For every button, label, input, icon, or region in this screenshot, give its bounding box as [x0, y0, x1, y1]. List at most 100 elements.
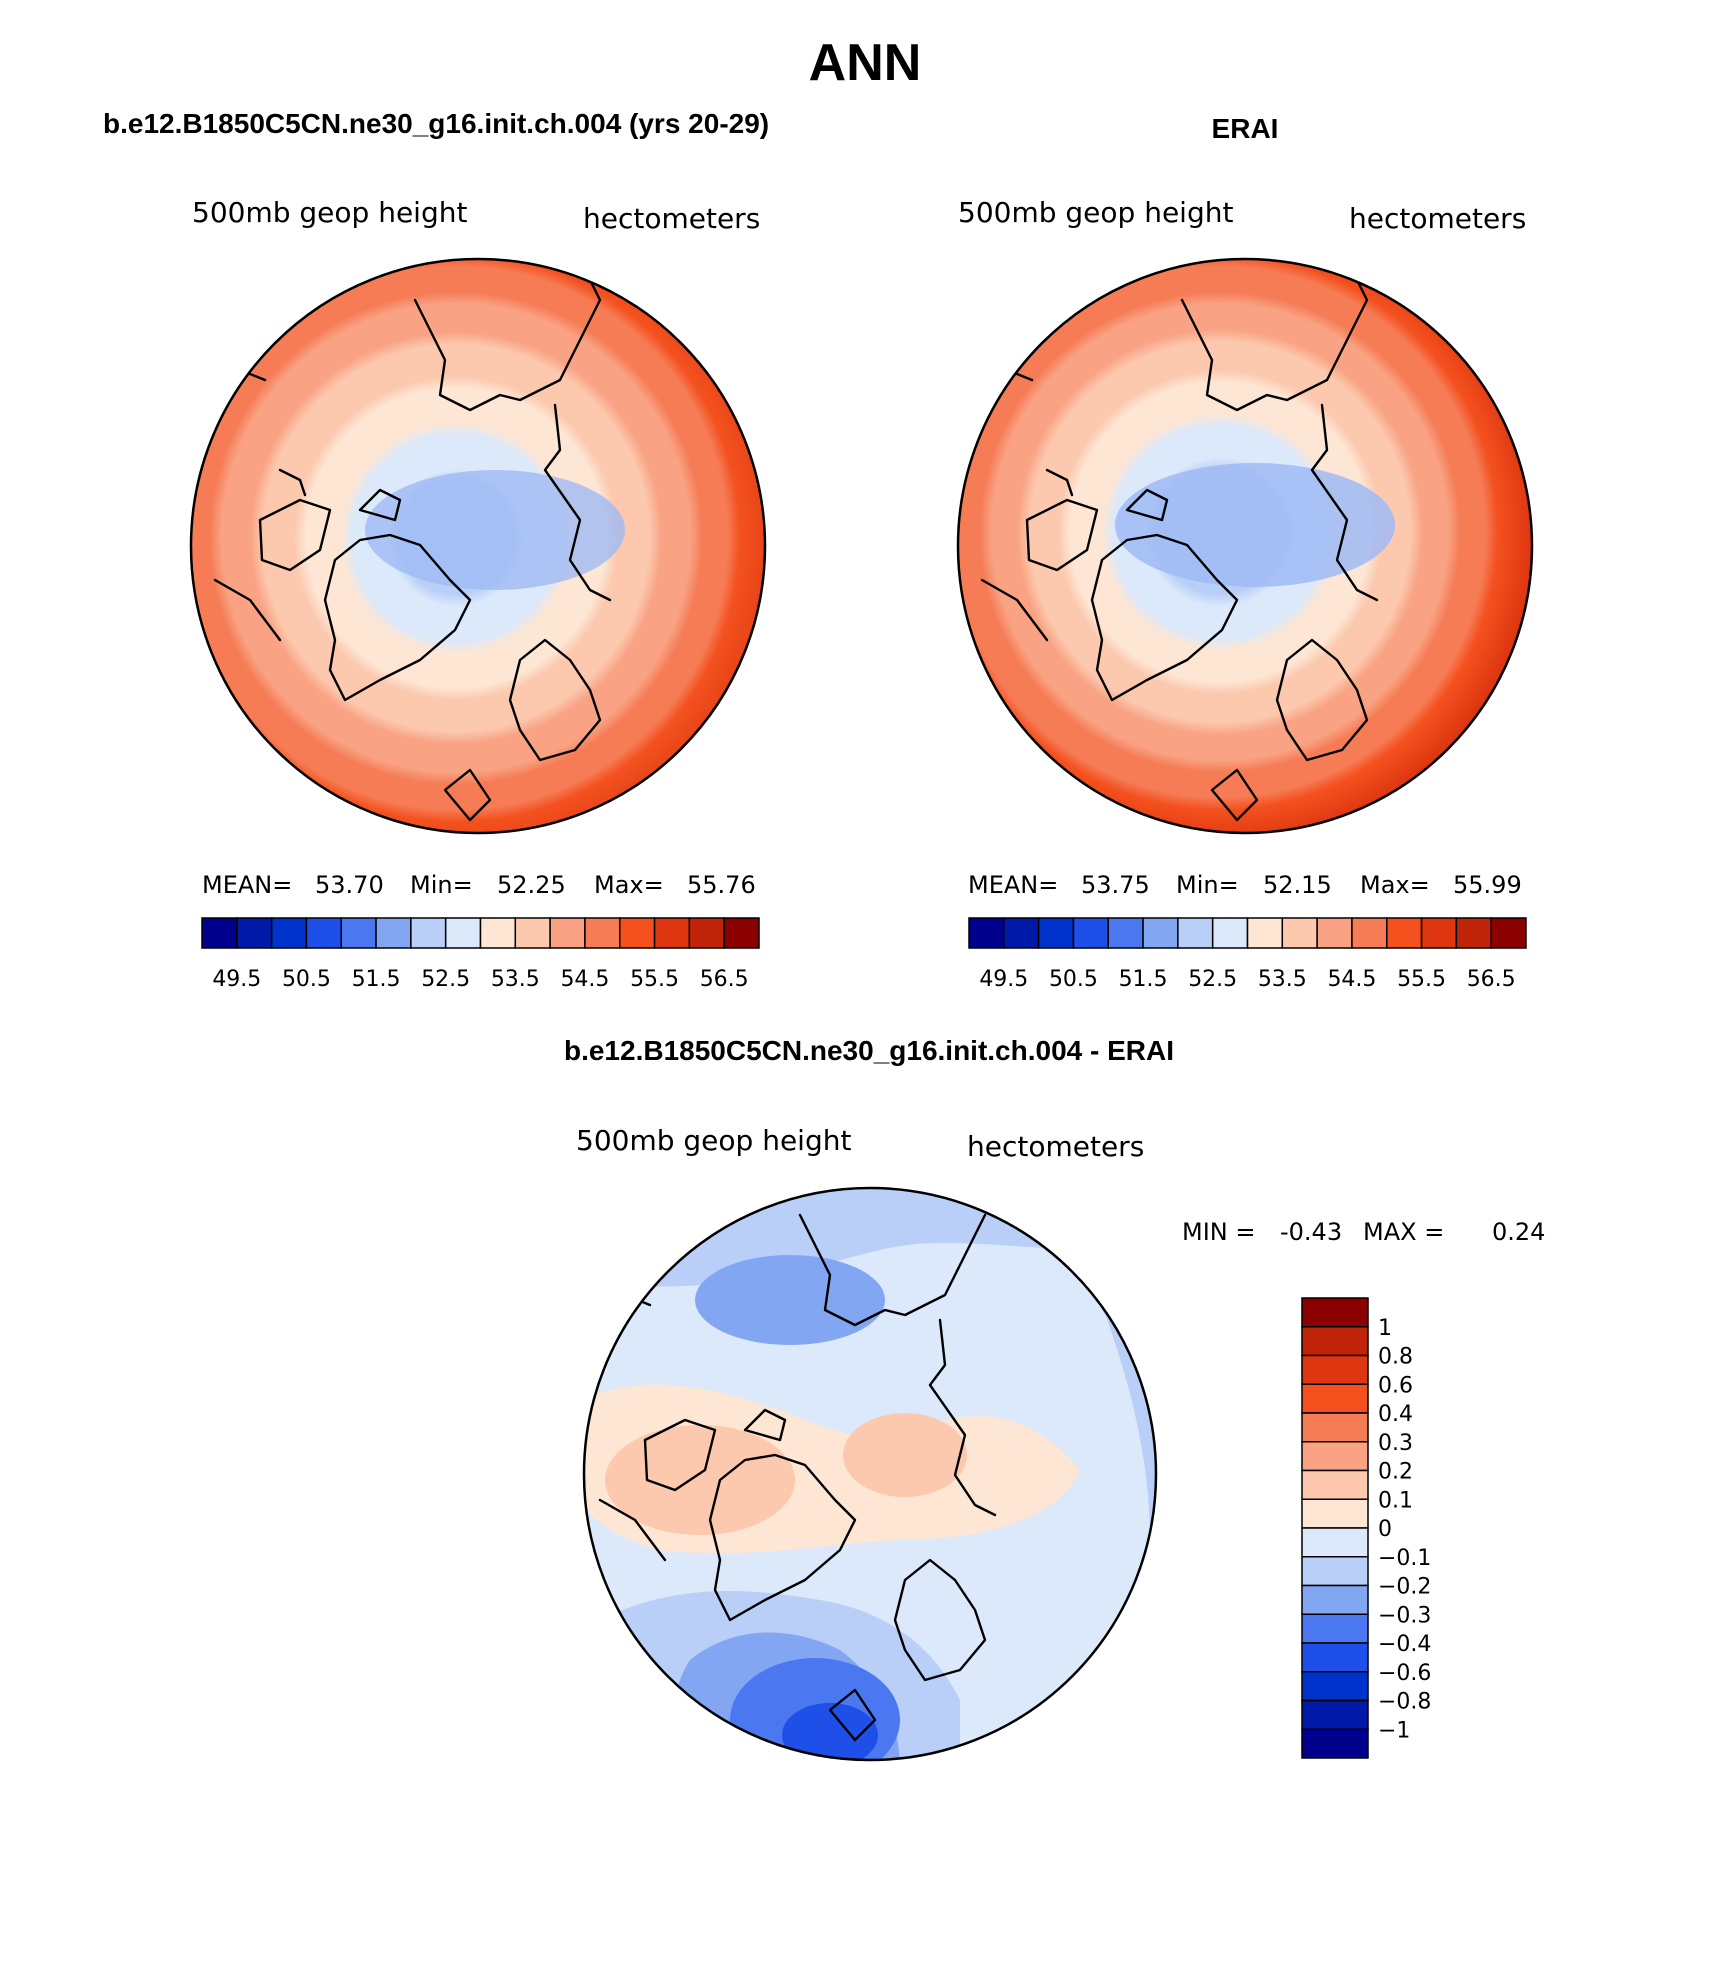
model-colorbar-box-1: [236, 917, 273, 949]
obs-map: [958, 259, 1532, 833]
diff-colorbar-box-15: [1301, 1728, 1369, 1759]
diff-colorbar-tick-11: −0.4: [1378, 1632, 1431, 1657]
panel-model-title: b.e12.B1850C5CN.ne30_g16.init.ch.004 (yr…: [103, 108, 769, 139]
diff-colorbar-box-10: [1301, 1584, 1369, 1615]
diff-negative-pacific: [695, 1255, 885, 1345]
diff-colorbar-tick-0: 1: [1378, 1316, 1392, 1341]
diff-colorbar-box-7: [1301, 1498, 1369, 1529]
obs-colorbar-box-15: [1490, 917, 1527, 949]
diff-positive-siberia: [843, 1413, 967, 1497]
model-colorbar-box-9: [514, 917, 551, 949]
diff-colorbar-tick-6: 0.1: [1378, 1488, 1413, 1513]
diff-colorbar-box-8: [1301, 1527, 1369, 1558]
diff-colorbar-box-1: [1301, 1326, 1369, 1357]
obs-max-label: Max=: [1360, 871, 1430, 899]
obs-colorbar-tick-6: 55.5: [1397, 967, 1446, 992]
obs-polar-low: [1115, 463, 1395, 587]
obs-colorbar-box-10: [1316, 917, 1353, 949]
model-colorbar-box-14: [688, 917, 725, 949]
diff-colorbar-box-13: [1301, 1671, 1369, 1702]
model-max-value: 55.76: [687, 871, 756, 899]
model-colorbar-tick-4: 53.5: [491, 967, 540, 992]
obs-colorbar: 49.5 50.5 51.5 52.5 53.5 54.5 55.5 56.5: [968, 917, 1527, 992]
diff-colorbar-box-6: [1301, 1469, 1369, 1500]
diff-colorbar-tick-4: 0.3: [1378, 1431, 1413, 1456]
model-colorbar-tick-1: 50.5: [282, 967, 331, 992]
model-colorbar-tick-3: 52.5: [421, 967, 470, 992]
model-colorbar-box-8: [479, 917, 517, 949]
obs-colorbar-box-14: [1455, 917, 1492, 949]
diff-colorbar-tick-14: −1: [1378, 1718, 1410, 1743]
diff-colorbar-box-2: [1301, 1354, 1369, 1385]
obs-colorbar-box-6: [1177, 917, 1214, 949]
model-map-border: [189, 257, 767, 835]
obs-colorbar-tick-5: 54.5: [1327, 967, 1376, 992]
obs-colorbar-tick-7: 56.5: [1467, 967, 1516, 992]
model-colorbar-box-12: [619, 917, 656, 949]
model-map: [191, 259, 765, 833]
obs-colorbar-box-2: [1037, 917, 1075, 949]
diff-colorbar-box-3: [1301, 1383, 1369, 1414]
panel-model: 500mb geop height hectometers MEAN= 53.7…: [189, 196, 767, 992]
diff-units-label: hectometers: [967, 1130, 1144, 1163]
model-colorbar: 49.5 50.5 51.5 52.5 53.5 54.5 55.5 56.5: [201, 917, 760, 992]
diff-positive-canada: [605, 1425, 795, 1535]
diff-colorbar-tick-13: −0.8: [1378, 1690, 1431, 1715]
model-colorbar-box-10: [549, 917, 586, 949]
model-colorbar-box-4: [340, 917, 377, 949]
diff-colorbar-tick-1: 0.8: [1378, 1345, 1413, 1370]
model-variable-label: 500mb geop height: [192, 196, 467, 229]
diff-colorbar-box-14: [1301, 1699, 1369, 1730]
model-min-label: Min=: [410, 871, 473, 899]
model-colorbar-box-0: [201, 917, 238, 949]
model-units-label: hectometers: [583, 202, 760, 235]
obs-mean-label: MEAN=: [968, 871, 1058, 899]
diff-colorbar-tick-8: −0.1: [1378, 1546, 1431, 1571]
obs-colorbar-tick-4: 53.5: [1258, 967, 1307, 992]
obs-colorbar-box-9: [1281, 917, 1318, 949]
obs-mean-value: 53.75: [1081, 871, 1150, 899]
diff-colorbar-tick-10: −0.3: [1378, 1603, 1431, 1628]
diff-colorbar-box-12: [1301, 1642, 1369, 1673]
diff-colorbar-tick-2: 0.6: [1378, 1373, 1413, 1398]
diff-min-value: -0.43: [1280, 1218, 1342, 1246]
obs-coastlines: [965, 278, 1379, 822]
panel-obs: 500mb geop height hectometers MEAN= 53.7…: [956, 196, 1534, 992]
diff-map-border: [582, 1186, 1158, 1762]
model-colorbar-box-2: [270, 917, 308, 949]
model-colorbar-box-15: [723, 917, 760, 949]
obs-colorbar-tick-0: 49.5: [979, 967, 1028, 992]
model-colorbar-tick-2: 51.5: [352, 967, 401, 992]
model-colorbar-box-5: [375, 917, 412, 949]
obs-colorbar-tick-1: 50.5: [1049, 967, 1098, 992]
model-colorbar-tick-5: 54.5: [560, 967, 609, 992]
diff-colorbar-box-11: [1301, 1613, 1369, 1644]
obs-units-label: hectometers: [1349, 202, 1526, 235]
obs-map-border: [956, 257, 1534, 835]
obs-colorbar-tick-3: 52.5: [1188, 967, 1237, 992]
obs-colorbar-box-1: [1003, 917, 1040, 949]
obs-colorbar-box-3: [1072, 917, 1109, 949]
diff-colorbar-tick-5: 0.2: [1378, 1460, 1413, 1485]
obs-min-value: 52.15: [1263, 871, 1332, 899]
model-colorbar-box-6: [410, 917, 447, 949]
diff-colorbar-tick-7: 0: [1378, 1517, 1392, 1542]
diff-colorbar-box-5: [1301, 1441, 1369, 1472]
model-colorbar-tick-6: 55.5: [630, 967, 679, 992]
model-mean-value: 53.70: [315, 871, 384, 899]
diff-colorbar-tick-12: −0.6: [1378, 1661, 1431, 1686]
diff-max-label: MAX =: [1363, 1218, 1444, 1246]
obs-colorbar-box-8: [1246, 917, 1284, 949]
model-coastlines: [198, 278, 612, 822]
model-polar-low: [365, 470, 625, 590]
diff-map: [584, 1188, 1156, 1760]
model-mean-label: MEAN=: [202, 871, 292, 899]
model-colorbar-box-7: [444, 917, 482, 949]
obs-variable-label: 500mb geop height: [958, 196, 1233, 229]
obs-min-label: Min=: [1176, 871, 1239, 899]
panel-diff: 500mb geop height hectometers: [576, 1124, 1545, 1762]
diff-colorbar-box-0: [1301, 1297, 1369, 1328]
panel-diff-title: b.e12.B1850C5CN.ne30_g16.init.ch.004 - E…: [564, 1035, 1174, 1066]
model-colorbar-tick-7: 56.5: [700, 967, 749, 992]
obs-colorbar-box-4: [1107, 917, 1144, 949]
